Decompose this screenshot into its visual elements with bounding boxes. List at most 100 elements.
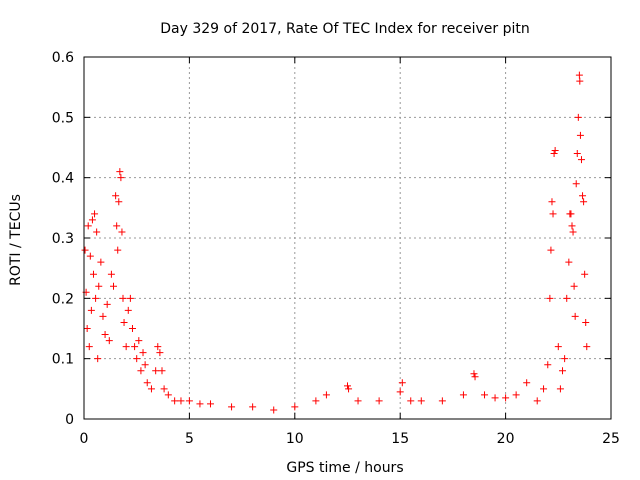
data-point — [396, 388, 404, 396]
data-point — [570, 282, 578, 290]
data-point — [95, 282, 103, 290]
data-point — [491, 394, 499, 402]
x-tick-label: 25 — [602, 431, 620, 447]
data-point — [88, 216, 96, 224]
data-point — [544, 361, 552, 369]
data-point — [97, 258, 105, 266]
data-point — [160, 385, 168, 393]
data-point — [171, 397, 179, 405]
data-point — [120, 318, 128, 326]
data-point — [471, 373, 479, 381]
data-point — [354, 397, 362, 405]
data-point — [131, 343, 139, 351]
data-point — [158, 367, 166, 375]
data-point — [84, 222, 92, 230]
data-point — [567, 210, 575, 218]
data-point — [547, 246, 555, 254]
data-point — [114, 246, 122, 254]
data-point — [196, 400, 204, 408]
data-point — [228, 403, 236, 411]
x-tick-label: 0 — [80, 431, 89, 447]
data-point — [512, 391, 520, 399]
data-point — [105, 337, 113, 345]
data-point — [576, 131, 584, 139]
data-point — [116, 168, 124, 176]
data-point — [93, 228, 101, 236]
data-point — [554, 343, 562, 351]
data-point — [270, 406, 278, 414]
data-point — [344, 382, 351, 390]
data-point — [122, 343, 130, 351]
data-point — [141, 361, 149, 369]
data-point — [112, 192, 120, 200]
y-tick-label: 0.1 — [52, 352, 74, 368]
axis-ticks: 0 5 10 15 20 25 0 0.1 0.2 0.3 0.4 0.5 0.6 — [52, 50, 620, 447]
data-point — [481, 391, 489, 399]
data-points — [81, 71, 591, 414]
data-point — [124, 306, 132, 314]
data-point — [113, 222, 121, 230]
data-point — [556, 385, 564, 393]
x-tick-label: 5 — [185, 431, 194, 447]
data-point — [561, 355, 569, 363]
data-point — [312, 397, 320, 405]
y-axis-label: ROTI / TECUs — [8, 194, 24, 286]
y-tick-label: 0.4 — [52, 171, 74, 187]
data-point — [582, 318, 590, 326]
data-point — [523, 379, 531, 387]
data-point — [128, 325, 136, 332]
y-tick-label: 0.2 — [52, 291, 74, 307]
data-point — [133, 355, 141, 363]
chart-title: Day 329 of 2017, Rate Of TEC Index for r… — [160, 21, 530, 37]
data-point — [583, 343, 591, 351]
data-point — [115, 198, 123, 206]
data-point — [574, 113, 582, 121]
data-point — [576, 77, 584, 85]
data-point — [101, 331, 109, 339]
data-point — [565, 258, 573, 266]
data-point — [86, 252, 94, 260]
data-point — [546, 294, 554, 302]
y-tick-label: 0.6 — [52, 50, 74, 66]
data-point — [81, 246, 89, 254]
data-point — [540, 385, 548, 393]
data-point — [580, 198, 588, 206]
data-point — [375, 397, 383, 405]
data-point — [126, 294, 134, 302]
data-point — [143, 379, 151, 387]
data-point — [577, 156, 585, 164]
data-point — [548, 198, 556, 206]
data-point — [177, 397, 185, 405]
data-point — [345, 385, 353, 393]
data-point — [559, 367, 567, 375]
data-point — [573, 150, 581, 158]
data-point — [575, 71, 583, 79]
data-point — [417, 397, 425, 405]
data-point — [154, 343, 162, 351]
data-point — [550, 150, 558, 158]
data-point — [569, 228, 577, 236]
data-point — [438, 397, 446, 405]
data-point — [549, 210, 557, 218]
data-point — [139, 349, 147, 357]
data-point — [87, 306, 95, 314]
data-point — [83, 325, 91, 332]
data-point — [94, 355, 102, 363]
data-point — [533, 397, 541, 405]
data-point — [156, 349, 164, 357]
data-point — [470, 370, 478, 378]
data-point — [91, 210, 99, 218]
data-point — [119, 294, 127, 302]
x-tick-label: 15 — [391, 431, 409, 447]
data-point — [249, 403, 257, 411]
y-tick-label: 0.5 — [52, 110, 74, 126]
data-point — [137, 367, 145, 375]
data-point — [85, 343, 93, 351]
data-point — [152, 367, 160, 375]
data-point — [581, 270, 589, 278]
data-point — [572, 180, 580, 188]
data-point — [459, 391, 467, 399]
x-tick-label: 20 — [497, 431, 515, 447]
data-point — [110, 282, 118, 290]
